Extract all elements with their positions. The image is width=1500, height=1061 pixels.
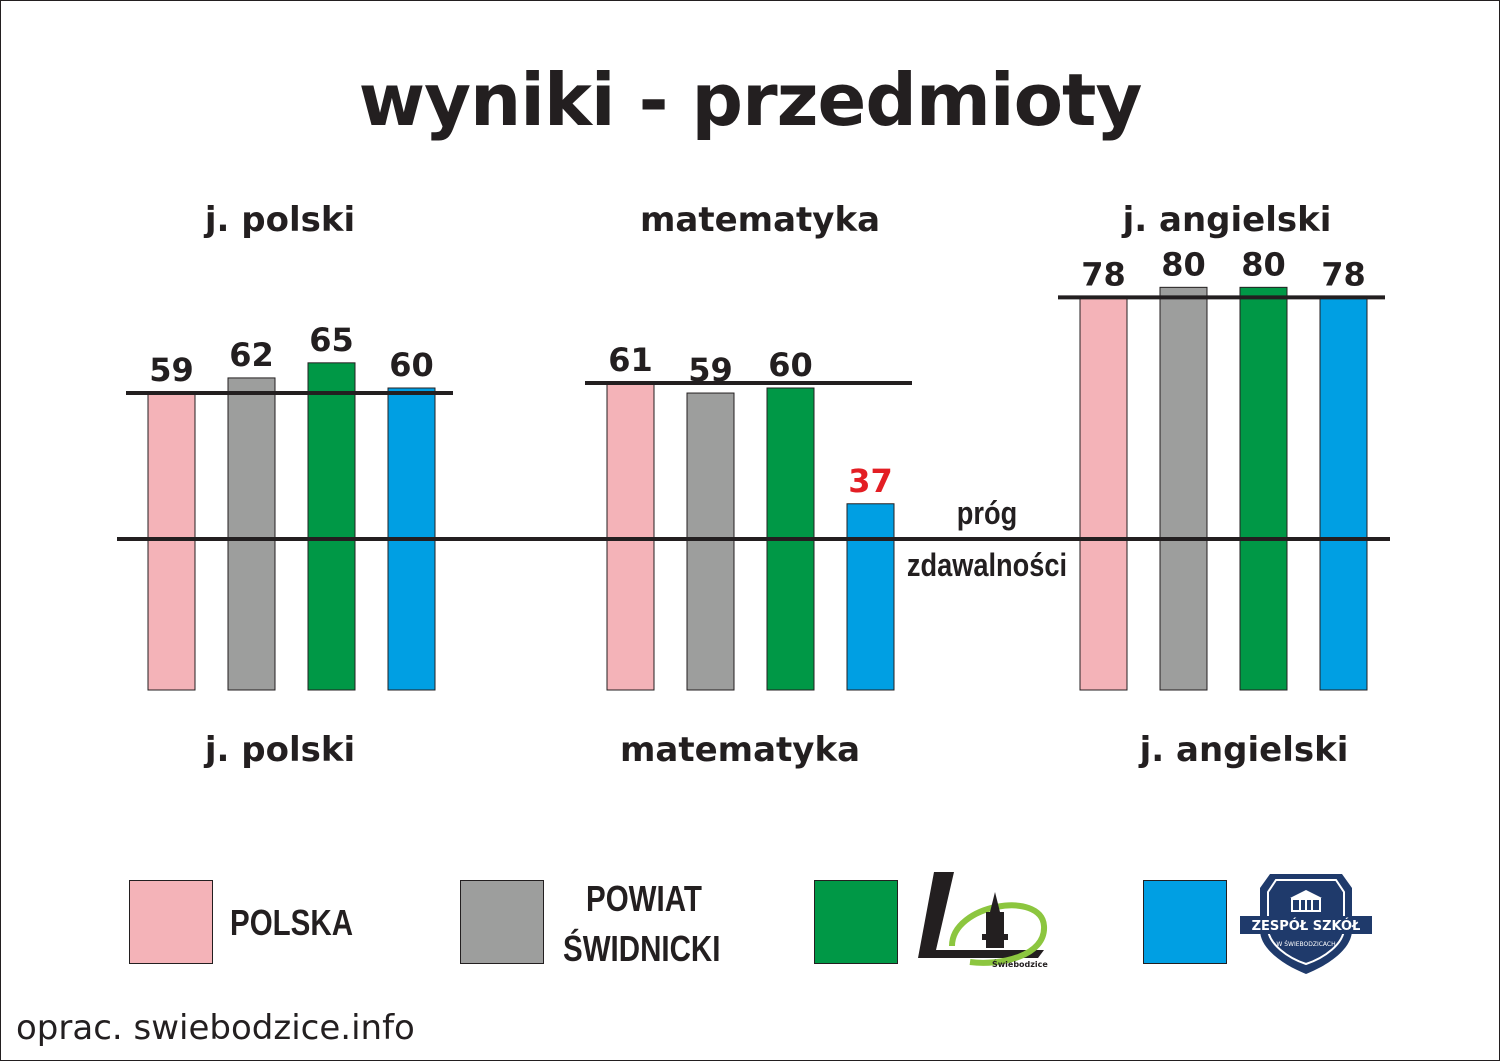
bar-angielski-polska — [1079, 296, 1128, 691]
legend-swatch-polska — [129, 880, 213, 964]
group-label-top-angielski: j. angielski — [1122, 200, 1332, 240]
bar-angielski-lo — [1239, 286, 1288, 691]
data-label-angielski-polska: 78 — [1081, 255, 1126, 293]
group-label-bottom-matematyka: matematyka — [619, 730, 861, 770]
zs-logo-text-sub: W ŚWIEBODZICACH — [1276, 941, 1335, 948]
legend-swatch-zs — [1143, 880, 1227, 964]
group-label-top-matematyka: matematyka — [639, 200, 881, 240]
bar-polski-powiat — [227, 377, 276, 691]
legend-swatch-lo — [814, 880, 898, 964]
data-label-polski-lo: 65 — [309, 321, 354, 359]
data-label-matematyka-zs: 37 — [848, 462, 893, 500]
bar-matematyka-zs — [846, 503, 895, 691]
threshold-label-line1: próg — [957, 496, 1017, 532]
data-label-polski-polska: 59 — [149, 351, 194, 389]
bar-matematyka-powiat — [686, 392, 735, 691]
chart-title: wyniki - przedmioty — [358, 58, 1143, 142]
threshold-label-line2: zdawalności — [907, 548, 1067, 584]
bar-polski-lo — [307, 362, 356, 691]
source-note: oprac. swiebodzice.info — [16, 1008, 415, 1048]
bar-angielski-powiat — [1159, 286, 1208, 691]
data-label-angielski-zs: 78 — [1321, 255, 1366, 293]
bar-polski-polska — [147, 392, 196, 691]
group-label-bottom-angielski: j. angielski — [1139, 730, 1349, 770]
data-label-polski-zs: 60 — [389, 346, 434, 384]
data-label-angielski-lo: 80 — [1241, 245, 1286, 283]
legend-label-powiat-line2: ŚWIDNICKI — [563, 928, 721, 969]
bar-angielski-zs — [1319, 296, 1368, 691]
zespol-szkol-logo-icon: ZESPÓŁ SZKÓŁ W ŚWIEBODZICACH — [1240, 874, 1372, 974]
lo-logo-text: Świebodzice — [992, 958, 1048, 969]
data-label-matematyka-lo: 60 — [768, 346, 813, 384]
lo-swiebodzice-logo-icon: Świebodzice — [918, 872, 1048, 969]
group-label-bottom-polski: j. polski — [204, 730, 356, 770]
bar-matematyka-polska — [606, 382, 655, 691]
data-label-angielski-powiat: 80 — [1161, 245, 1206, 283]
legend-swatch-powiat — [460, 880, 544, 964]
data-label-matematyka-polska: 61 — [608, 341, 653, 379]
group-label-top-polski: j. polski — [204, 200, 356, 240]
zs-logo-text-main: ZESPÓŁ SZKÓŁ — [1252, 918, 1361, 934]
data-label-polski-powiat: 62 — [229, 336, 274, 374]
legend-label-polska: POLSKA — [230, 902, 354, 943]
legend-label-powiat-line1: POWIAT — [586, 878, 702, 919]
